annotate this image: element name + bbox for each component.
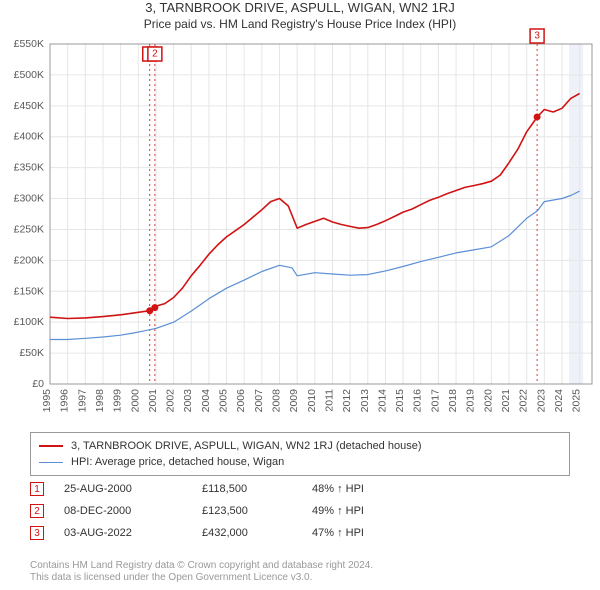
- x-tick-label: 2014: [376, 389, 388, 413]
- transaction-date: 03-AUG-2022: [64, 527, 182, 539]
- footer-line-1: Contains HM Land Registry data © Crown c…: [30, 560, 373, 572]
- footer-attribution: Contains HM Land Registry data © Crown c…: [30, 560, 373, 584]
- x-tick-label: 2009: [288, 389, 300, 413]
- legend-item: HPI: Average price, detached house, Wiga…: [39, 454, 561, 470]
- legend-label: 3, TARNBROOK DRIVE, ASPULL, WIGAN, WN2 1…: [71, 438, 422, 454]
- x-tick-label: 1998: [94, 389, 106, 413]
- x-tick-label: 2018: [447, 389, 459, 413]
- x-tick-label: 1995: [41, 389, 53, 413]
- transaction-date: 25-AUG-2000: [64, 483, 182, 495]
- transaction-marker: 2: [30, 504, 44, 518]
- x-tick-label: 2012: [341, 389, 353, 413]
- transaction-marker: 3: [30, 526, 44, 540]
- x-tick-label: 2002: [165, 389, 177, 413]
- x-tick-label: 2023: [535, 389, 547, 413]
- chart-title: 3, TARNBROOK DRIVE, ASPULL, WIGAN, WN2 1…: [0, 0, 600, 15]
- y-tick-label: £250K: [14, 223, 44, 235]
- chart-plot-area: £0£50K£100K£150K£200K£250K£300K£350K£400…: [50, 44, 592, 422]
- y-tick-label: £150K: [14, 285, 44, 297]
- x-tick-label: 2001: [147, 389, 159, 413]
- x-tick-label: 2003: [182, 389, 194, 413]
- x-tick-label: 2020: [482, 389, 494, 413]
- transaction-row: 1 25-AUG-2000 £118,500 48% ↑ HPI: [30, 478, 412, 500]
- x-tick-label: 2005: [218, 389, 230, 413]
- legend-box: 3, TARNBROOK DRIVE, ASPULL, WIGAN, WN2 1…: [30, 432, 570, 476]
- y-tick-label: £500K: [14, 69, 44, 81]
- x-tick-label: 1996: [59, 389, 71, 413]
- legend-swatch: [39, 445, 63, 447]
- x-tick-label: 2000: [129, 389, 141, 413]
- transaction-row: 3 03-AUG-2022 £432,000 47% ↑ HPI: [30, 522, 412, 544]
- x-tick-label: 2016: [412, 389, 424, 413]
- y-tick-label: £350K: [14, 162, 44, 174]
- event-marker-number: 3: [534, 31, 540, 42]
- x-tick-label: 2022: [518, 389, 530, 413]
- x-tick-label: 2019: [465, 389, 477, 413]
- y-tick-label: £550K: [14, 38, 44, 50]
- legend-item: 3, TARNBROOK DRIVE, ASPULL, WIGAN, WN2 1…: [39, 438, 561, 454]
- x-tick-label: 2025: [571, 389, 583, 413]
- x-tick-label: 2013: [359, 389, 371, 413]
- chart-subtitle: Price paid vs. HM Land Registry's House …: [0, 17, 600, 31]
- y-tick-label: £300K: [14, 193, 44, 205]
- x-tick-label: 2024: [553, 389, 565, 413]
- x-tick-label: 1999: [112, 389, 124, 413]
- y-tick-label: £100K: [14, 316, 44, 328]
- transactions-table: 1 25-AUG-2000 £118,500 48% ↑ HPI 2 08-DEC-200…: [30, 478, 412, 544]
- transaction-marker: 1: [30, 482, 44, 496]
- transaction-price: £118,500: [202, 483, 292, 495]
- transaction-price: £432,000: [202, 527, 292, 539]
- y-tick-label: £50K: [19, 347, 44, 359]
- legend-label: HPI: Average price, detached house, Wiga…: [71, 454, 284, 470]
- transaction-row: 2 08-DEC-2000 £123,500 49% ↑ HPI: [30, 500, 412, 522]
- transaction-date: 08-DEC-2000: [64, 505, 182, 517]
- transaction-delta: 47% ↑ HPI: [312, 527, 412, 539]
- y-tick-label: £200K: [14, 254, 44, 266]
- x-tick-label: 2008: [271, 389, 283, 413]
- event-marker-number: 2: [152, 49, 158, 60]
- transaction-delta: 48% ↑ HPI: [312, 483, 412, 495]
- x-tick-label: 2011: [323, 389, 335, 412]
- x-tick-label: 2015: [394, 389, 406, 413]
- x-tick-label: 2021: [500, 389, 512, 413]
- transaction-price: £123,500: [202, 505, 292, 517]
- y-tick-label: £400K: [14, 131, 44, 143]
- x-tick-label: 2017: [429, 389, 441, 413]
- x-tick-label: 2006: [235, 389, 247, 413]
- transaction-delta: 49% ↑ HPI: [312, 505, 412, 517]
- y-tick-label: £0: [32, 378, 44, 390]
- x-tick-label: 2004: [200, 389, 212, 413]
- chart-svg: £0£50K£100K£150K£200K£250K£300K£350K£400…: [50, 44, 592, 422]
- x-tick-label: 2007: [253, 389, 265, 413]
- footer-line-2: This data is licensed under the Open Gov…: [30, 572, 373, 584]
- x-tick-label: 2010: [306, 389, 318, 413]
- x-tick-label: 1997: [76, 389, 88, 413]
- y-tick-label: £450K: [14, 100, 44, 112]
- legend-swatch: [39, 462, 63, 463]
